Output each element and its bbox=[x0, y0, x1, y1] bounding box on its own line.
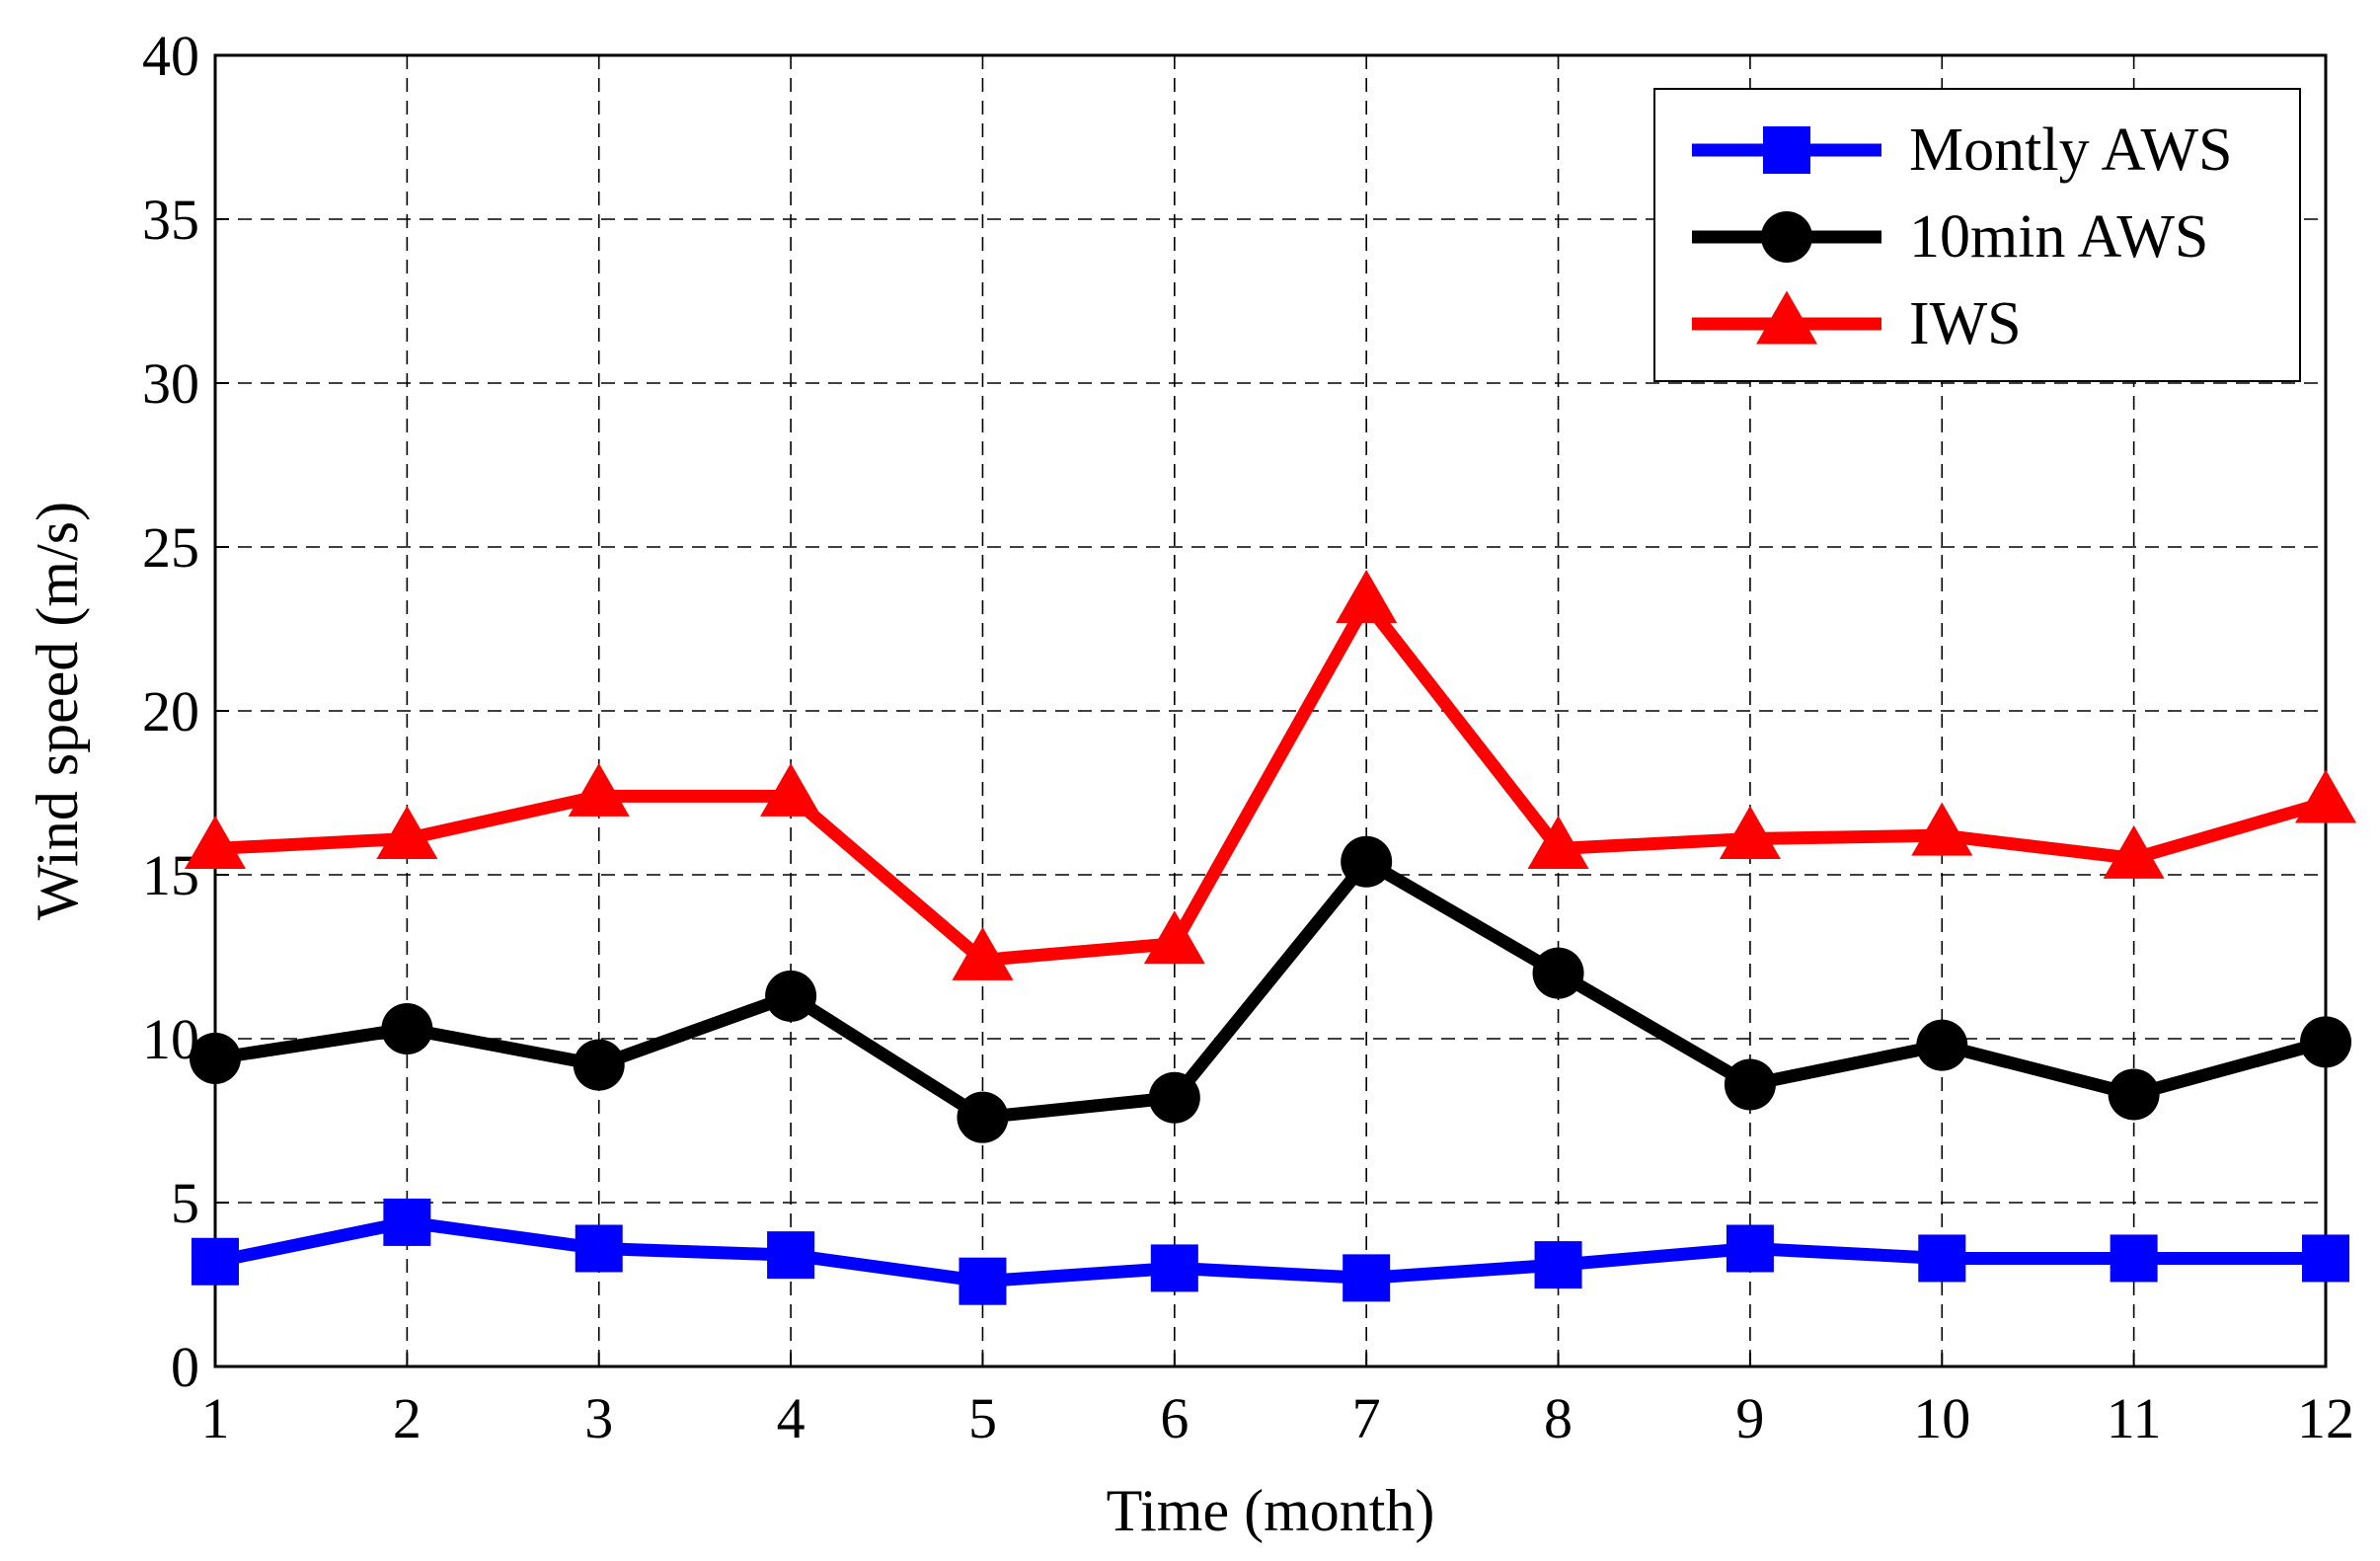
data-point bbox=[760, 762, 822, 817]
data-point bbox=[2108, 1068, 2160, 1121]
y-tick-label: 40 bbox=[142, 24, 199, 88]
x-tick-label: 11 bbox=[2107, 1386, 2162, 1450]
data-point bbox=[1534, 1241, 1582, 1289]
data-point bbox=[2302, 1234, 2349, 1283]
x-tick-label: 5 bbox=[968, 1386, 997, 1450]
y-tick-label: 15 bbox=[142, 843, 199, 907]
x-tick-label: 4 bbox=[777, 1386, 806, 1450]
data-point bbox=[1719, 806, 1781, 859]
legend-label: Montly AWS bbox=[1909, 117, 2232, 184]
data-point bbox=[376, 806, 438, 859]
x-tick-label: 12 bbox=[2297, 1386, 2354, 1450]
data-point bbox=[1341, 835, 1393, 888]
data-point bbox=[1916, 1019, 1968, 1071]
legend-label: 10min AWS bbox=[1909, 203, 2208, 271]
data-point bbox=[575, 1224, 623, 1273]
x-tick-label: 10 bbox=[1913, 1386, 1970, 1450]
data-point bbox=[185, 815, 246, 869]
series-line bbox=[214, 853, 2328, 1125]
data-point bbox=[1918, 1234, 1966, 1283]
data-point bbox=[1724, 1058, 1776, 1111]
data-point bbox=[383, 1198, 431, 1246]
x-tick-label: 1 bbox=[201, 1386, 230, 1450]
data-point bbox=[573, 1039, 625, 1091]
series-circle bbox=[190, 835, 2351, 1143]
grid bbox=[215, 55, 2326, 1366]
data-point bbox=[1336, 569, 1398, 623]
data-point bbox=[1527, 815, 1589, 869]
data-point bbox=[1911, 802, 1973, 856]
data-point bbox=[2300, 1016, 2351, 1068]
data-point bbox=[957, 1091, 1009, 1143]
data-point bbox=[1726, 1224, 1774, 1273]
y-axis-title: Wind speed (m/s) bbox=[25, 502, 90, 920]
legend-label: IWS bbox=[1909, 290, 2022, 357]
series-square bbox=[192, 1198, 2349, 1305]
data-point bbox=[1532, 947, 1584, 999]
data-point bbox=[190, 1032, 241, 1084]
x-tick-label: 9 bbox=[1735, 1386, 1764, 1450]
series-triangle bbox=[185, 569, 2356, 980]
data-point bbox=[1343, 1254, 1391, 1302]
x-tick-label: 3 bbox=[584, 1386, 613, 1450]
legend-marker bbox=[1756, 290, 1817, 345]
data-point bbox=[1150, 1244, 1198, 1292]
x-tick-label: 6 bbox=[1160, 1386, 1189, 1450]
data-point bbox=[767, 1231, 815, 1280]
data-point bbox=[381, 1003, 433, 1055]
legend-marker bbox=[1761, 211, 1812, 263]
y-tick-label: 35 bbox=[142, 188, 199, 252]
legend: Montly AWS 10min AWS IWS bbox=[1653, 88, 2301, 382]
data-point bbox=[1143, 910, 1205, 965]
y-tick-label: 20 bbox=[142, 679, 199, 743]
x-tick-label: 2 bbox=[393, 1386, 422, 1450]
series-line bbox=[214, 590, 2328, 968]
data-point bbox=[2110, 1234, 2158, 1283]
data-point bbox=[2103, 824, 2165, 879]
x-tick-label: 7 bbox=[1352, 1386, 1381, 1450]
x-tick-label: 8 bbox=[1544, 1386, 1573, 1450]
series-line bbox=[213, 1215, 2326, 1288]
data-point bbox=[192, 1237, 239, 1286]
y-tick-label: 30 bbox=[142, 351, 199, 416]
y-tick-label: 5 bbox=[171, 1171, 199, 1235]
data-point bbox=[2295, 769, 2356, 823]
legend-marker bbox=[1763, 126, 1810, 174]
x-axis-title: Time (month) bbox=[1107, 1478, 1435, 1543]
y-tick-label: 25 bbox=[142, 515, 199, 580]
data-point bbox=[765, 970, 817, 1022]
y-tick-label: 0 bbox=[171, 1335, 199, 1399]
data-point bbox=[1148, 1071, 1200, 1124]
data-point bbox=[959, 1257, 1007, 1305]
series bbox=[185, 569, 2356, 1305]
data-point bbox=[952, 926, 1014, 980]
data-point bbox=[568, 762, 630, 817]
